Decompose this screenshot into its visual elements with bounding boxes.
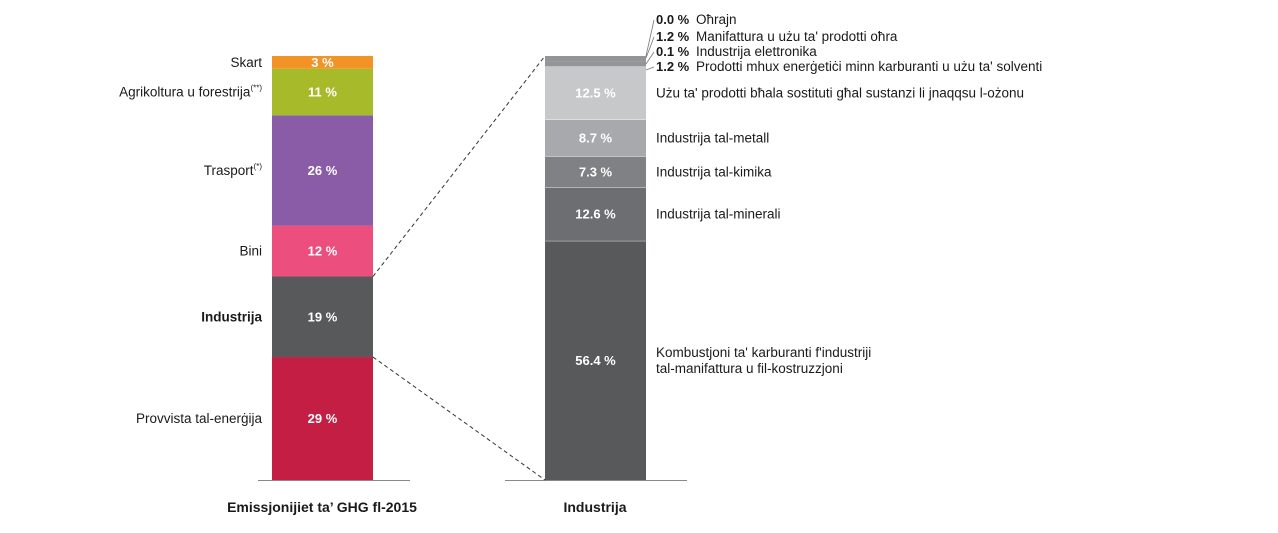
category-label-uz-u-ta-prodotti-b-ala-sostituti-g-al-sustanzi-li-jnaqqsu-l-oz-onu: Użu ta' prodotti bħala sostituti għal su… <box>656 86 1024 101</box>
bar-segment-industrija-tal-minerali <box>545 187 646 241</box>
category-label-provvista-tal-energ-ija: Provvista tal-enerġija <box>136 411 263 426</box>
category-label-kombustjoni-ta-karburanti-f-industriji-tal-manifattura-u-fil-kostruzzjoni-line2: tal-manifattura u fil-kostruzzjoni <box>656 361 843 376</box>
value-label-uz-u-ta-prodotti-b-ala-sostituti-g-al-sustanzi-li-jnaqqsu-l-oz-onu: 12.5 % <box>575 86 616 101</box>
value-label-provvista-tal-energ-ija: 29 % <box>308 411 338 426</box>
bar-segment-trasport <box>272 115 373 226</box>
category-label-industrija-tal-metall: Industrija tal-metall <box>656 131 769 146</box>
category-label-agrikoltura-u-forestrija: Agrikoltura u forestrija(**) <box>119 84 262 100</box>
left-chart-title: Emissjonijiet ta’ GHG fl-2015 <box>227 499 417 515</box>
bar-segment-prodotti-mhux-energ-etic-i-minn-karburanti-u-uz-u-ta-solventi <box>545 61 646 67</box>
category-label-industrija-elettronika: Industrija elettronika <box>696 44 817 59</box>
leader-line-o-rajn <box>645 19 655 57</box>
category-label-industrija-tal-kimika: Industrija tal-kimika <box>656 164 772 179</box>
value-label-kombustjoni-ta-karburanti-f-industriji-tal-manifattura-u-fil-kostruzzjoni: 56.4 % <box>575 353 616 368</box>
bar-segment-industrija-tal-kimika <box>545 156 646 188</box>
leader-line-prodotti-mhux-energ-etic-i-minn-karburanti-u-uz-u-ta-solventi <box>645 66 655 71</box>
leader-line-manifattura-u-uz-u-ta-prodotti-o-ra <box>645 36 655 59</box>
category-label-manifattura-u-uz-u-ta-prodotti-o-ra: Manifattura u użu ta' prodotti oħra <box>696 29 898 44</box>
value-label-bini: 12 % <box>308 244 338 259</box>
bar-segment-kombustjoni-ta-karburanti-f-industriji-tal-manifattura-u-fil-kostruzzjoni <box>545 240 646 480</box>
category-label-industrija: Industrija <box>201 309 262 324</box>
leader-line-industrija-elettronika <box>645 51 655 65</box>
bar-segment-uz-u-ta-prodotti-b-ala-sostituti-g-al-sustanzi-li-jnaqqsu-l-oz-onu <box>545 66 646 120</box>
connector-line-top <box>372 55 546 277</box>
bar-segment-provvista-tal-energ-ija <box>272 357 373 480</box>
value-label-industrija-elettronika: 0.1 % <box>656 44 690 59</box>
category-label-trasport: Trasport(*) <box>204 162 263 178</box>
category-label-kombustjoni-ta-karburanti-f-industriji-tal-manifattura-u-fil-kostruzzjoni: Kombustjoni ta' karburanti f'industriji <box>656 345 871 360</box>
bar-segment-skart <box>272 56 373 69</box>
category-label-skart: Skart <box>230 55 262 70</box>
bar-segment-agrikoltura-u-forestrija <box>272 68 373 116</box>
bar-segment-bini <box>272 225 373 277</box>
bar-segment-industrija <box>272 276 373 358</box>
value-label-agrikoltura-u-forestrija: 11 % <box>308 85 337 100</box>
category-label-o-rajn: Oħrajn <box>696 12 737 27</box>
right-chart-title: Industrija <box>563 499 626 515</box>
value-label-prodotti-mhux-energ-etic-i-minn-karburanti-u-uz-u-ta-solventi: 1.2 % <box>656 59 690 74</box>
value-label-industrija: 19 % <box>308 309 338 324</box>
category-label-prodotti-mhux-energ-etic-i-minn-karburanti-u-uz-u-ta-solventi: Prodotti mhux enerġetiċi minn karburanti… <box>696 59 1042 74</box>
value-label-industrija-tal-minerali: 12.6 % <box>575 207 616 222</box>
value-label-skart: 3 % <box>311 55 334 70</box>
value-label-industrija-tal-kimika: 7.3 % <box>579 164 613 179</box>
bar-segment-manifattura-u-uz-u-ta-prodotti-o-ra <box>545 56 646 62</box>
category-label-bini: Bini <box>239 244 262 259</box>
value-label-industrija-tal-metall: 8.7 % <box>579 131 613 146</box>
category-label-industrija-tal-minerali: Industrija tal-minerali <box>656 207 781 222</box>
bar-segment-industrija-tal-metall <box>545 119 646 157</box>
value-label-trasport: 26 % <box>308 163 338 178</box>
connector-line-bottom <box>372 356 546 481</box>
value-label-o-rajn: 0.0 % <box>656 12 690 27</box>
value-label-manifattura-u-uz-u-ta-prodotti-o-ra: 1.2 % <box>656 29 690 44</box>
